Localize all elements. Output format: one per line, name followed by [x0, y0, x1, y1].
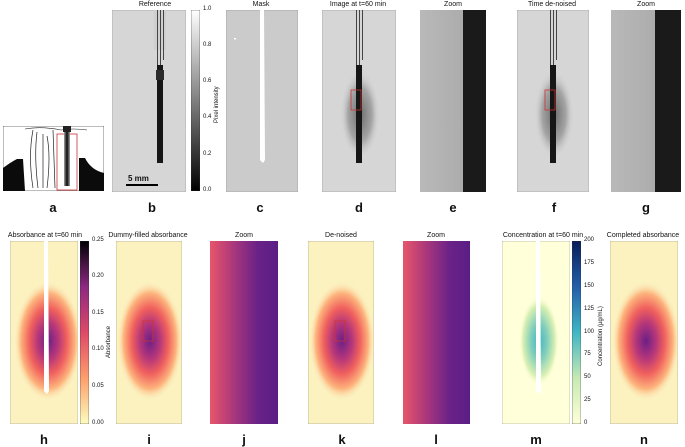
panel-label-h: h [40, 432, 48, 447]
panel-a-device-image [3, 126, 104, 191]
panel-k-denoised [308, 241, 374, 424]
cb-conc-tick-3: 125 [584, 306, 595, 312]
title-image-t60: Image at t=60 min [329, 1, 387, 8]
panel-label-n: n [640, 432, 648, 447]
colorbar-concentration [572, 241, 581, 424]
title-reference: Reference [138, 1, 172, 8]
cb-conc-tick-1: 175 [584, 260, 595, 266]
cb-conc-label: Concentration (µg/mL) [598, 306, 604, 366]
panel-e-zoom-image [420, 10, 486, 192]
cb-conc-tick-0: 200 [584, 237, 595, 243]
title-dummy-filled: Dummy-filled absorbance [108, 232, 188, 239]
cb-absorbance-tick-2: 0.15 [92, 310, 104, 316]
cb-conc-tick-4: 100 [584, 329, 595, 335]
panel-label-i: i [147, 432, 151, 447]
cb-absorbance-label: Absorbance [106, 325, 112, 358]
panel-g-zoom-image [611, 10, 681, 192]
cb-conc-tick-5: 75 [584, 351, 591, 357]
panel-label-c: c [256, 200, 264, 215]
cb-absorbance-tick-5: 0.00 [92, 420, 104, 426]
cb-absorbance-tick-4: 0.05 [92, 383, 104, 389]
scale-bar-line [126, 184, 158, 186]
cb-intensity-tick-2: 0.6 [203, 78, 212, 84]
cb-intensity-tick-0: 1.0 [203, 6, 212, 12]
panel-d-image-t60 [322, 10, 396, 192]
colorbar-pixel-intensity [191, 10, 200, 191]
title-completed-absorbance: Completed absorbance [606, 232, 680, 239]
cb-intensity-tick-5: 0.0 [203, 187, 212, 193]
cb-absorbance-tick-3: 0.10 [92, 346, 104, 352]
panel-label-e: e [449, 200, 457, 215]
panel-f-time-denoised [517, 10, 589, 192]
panel-label-d: d [355, 200, 363, 215]
title-absorbance-t60: Absorbance at t=60 min [7, 232, 83, 239]
panel-n-completed [610, 241, 678, 424]
cb-absorbance-tick-0: 0.25 [92, 237, 104, 243]
panel-label-a: a [49, 200, 57, 215]
panel-label-g: g [642, 200, 650, 215]
panel-c-mask-image [226, 10, 298, 192]
scale-bar-label: 5 mm [128, 174, 149, 183]
panel-h-absorbance [10, 241, 78, 424]
title-zoom-l: Zoom [427, 232, 445, 239]
cb-absorbance-tick-1: 0.20 [92, 273, 104, 279]
panel-label-k: k [338, 432, 346, 447]
colorbar-absorbance [80, 241, 89, 424]
cb-intensity-label: Pixel intensity [214, 86, 220, 123]
title-concentration-t60: Concentration at t=60 min [502, 232, 584, 239]
title-zoom-e: Zoom [444, 1, 462, 8]
panel-j-zoom [210, 241, 278, 424]
panel-b-reference-image [112, 10, 186, 192]
cb-conc-tick-7: 25 [584, 397, 591, 403]
title-time-denoised: Time de-noised [528, 1, 576, 8]
title-mask: Mask [252, 1, 270, 8]
cb-intensity-tick-1: 0.8 [203, 42, 212, 48]
cb-intensity-tick-4: 0.2 [203, 151, 212, 157]
cb-conc-tick-6: 50 [584, 374, 591, 380]
cb-intensity-tick-3: 0.4 [203, 114, 212, 120]
cb-conc-tick-8: 0 [584, 420, 588, 426]
panel-label-m: m [530, 432, 542, 447]
panel-label-f: f [551, 200, 557, 215]
panel-label-l: l [434, 432, 438, 447]
title-zoom-g: Zoom [637, 1, 655, 8]
panel-label-b: b [148, 200, 156, 215]
panel-m-concentration [502, 241, 570, 424]
panel-label-j: j [242, 432, 246, 447]
title-zoom-j: Zoom [235, 232, 253, 239]
title-denoised: De-noised [325, 232, 357, 239]
cb-conc-tick-2: 150 [584, 283, 595, 289]
panel-i-dummy-filled [116, 241, 182, 424]
panel-l-zoom [403, 241, 470, 424]
